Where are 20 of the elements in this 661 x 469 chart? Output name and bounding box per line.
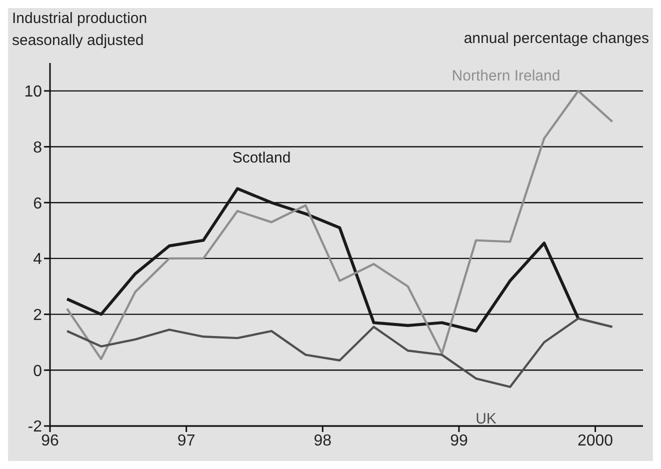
x-tick-label: 98 — [314, 432, 332, 450]
y-tick-label: 6 — [33, 195, 42, 212]
y-tick-label: 0 — [33, 362, 42, 380]
chart-subtitle: seasonally adjusted — [12, 32, 144, 49]
series-label: Scotland — [232, 150, 291, 167]
y-tick-label: 8 — [33, 139, 42, 156]
x-tick-label: 99 — [450, 432, 468, 450]
line-series — [66, 90, 614, 360]
x-tick-label: 97 — [177, 432, 196, 450]
chart-title: Industrial production — [12, 10, 148, 27]
y-tick-label: 10 — [24, 84, 42, 101]
y-tick-label: 4 — [33, 251, 42, 268]
y-tick-label: -2 — [28, 418, 42, 436]
series-label: UK — [476, 410, 496, 428]
y-tick-label: 2 — [33, 306, 42, 324]
x-tick-label: 2000 — [577, 432, 614, 450]
series-label: Northern Ireland — [452, 67, 560, 84]
line-series — [66, 317, 614, 388]
text: annual percentage changes — [464, 30, 649, 47]
x-tick-label: 96 — [41, 432, 59, 450]
